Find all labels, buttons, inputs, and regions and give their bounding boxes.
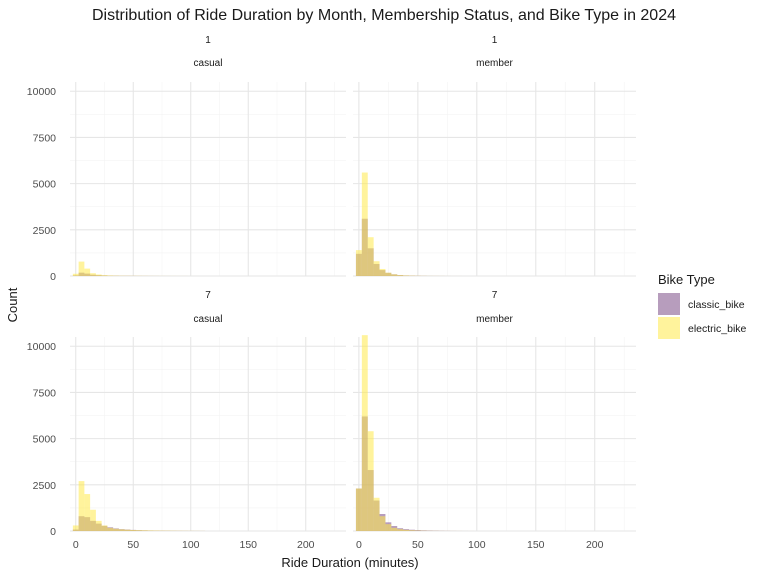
facet-month-7-member: 7 member 0 50 100 150 200	[353, 290, 636, 551]
x-axis-title: Ride Duration (minutes)	[281, 555, 418, 570]
y-tick-label: 2500	[33, 480, 57, 492]
y-tick-label: 7500	[33, 387, 57, 399]
bar-electric-bike	[101, 525, 108, 531]
legend-swatch-classic-bike	[658, 293, 680, 315]
facet-strip-membership: member	[476, 314, 513, 325]
chart-title: Distribution of Ride Duration by Month, …	[92, 7, 676, 24]
x-tick-label: 0	[73, 539, 79, 551]
bar-electric-bike	[379, 268, 386, 276]
bar-electric-bike	[107, 275, 114, 276]
bar-electric-bike	[379, 516, 386, 531]
bar-electric-bike	[367, 237, 374, 276]
bar-electric-bike	[90, 273, 96, 276]
y-axis-title: Count	[5, 287, 20, 322]
x-tick-label: 50	[412, 539, 424, 551]
x-tick-label: 100	[182, 539, 200, 551]
bar-electric-bike	[130, 529, 137, 531]
legend-label-classic-bike: classic_bike	[688, 299, 745, 311]
facet-strip-month: 1	[205, 35, 211, 46]
bar-electric-bike	[397, 529, 404, 531]
bar-electric-bike	[141, 530, 148, 531]
y-tick-label: 10000	[27, 86, 56, 98]
bar-electric-bike	[124, 529, 131, 531]
y-tick-label: 5000	[33, 179, 57, 191]
bar-electric-bike	[355, 488, 362, 531]
y-tick-label: 10000	[27, 341, 56, 353]
y-tick-label: 0	[50, 271, 56, 283]
bar-electric-bike	[72, 525, 79, 531]
legend-title: Bike Type	[658, 272, 715, 287]
bar-electric-bike	[409, 530, 415, 531]
bar-electric-bike	[113, 528, 119, 531]
bar-electric-bike	[373, 261, 380, 276]
bar-electric-bike	[373, 497, 380, 531]
bar-electric-bike	[95, 274, 102, 276]
bar-electric-bike	[118, 529, 125, 531]
bar-electric-bike	[385, 272, 392, 276]
facet-strip-membership: casual	[194, 314, 223, 325]
y-tick-label: 5000	[33, 434, 57, 446]
x-tick-label: 0	[356, 539, 362, 551]
x-tick-label: 150	[239, 539, 257, 551]
bar-electric-bike	[78, 481, 85, 531]
facet-strip-membership: casual	[194, 58, 223, 69]
facet-strip-month: 7	[492, 290, 498, 301]
bar-electric-bike	[136, 530, 142, 531]
bar-electric-bike	[147, 530, 154, 531]
bar-electric-bike	[403, 275, 410, 276]
legend: Bike Type classic_bike electric_bike	[658, 272, 747, 339]
bar-electric-bike	[72, 273, 79, 276]
bar-electric-bike	[107, 527, 114, 531]
bar-electric-bike	[397, 275, 404, 276]
y-tick-label: 0	[50, 526, 56, 538]
facet-strip-membership: member	[476, 58, 513, 69]
bar-electric-bike	[361, 335, 368, 531]
bar-electric-bike	[391, 274, 398, 276]
bar-electric-bike	[355, 250, 362, 276]
bar-electric-bike	[101, 275, 108, 276]
facet-month-1-casual: 1 casual 0 2500 5000 7500 10000	[27, 35, 346, 283]
facet-month-1-member: 1 member	[353, 35, 636, 277]
bar-electric-bike	[84, 268, 91, 276]
bar-electric-bike	[78, 261, 85, 276]
bar-electric-bike	[90, 509, 96, 531]
x-tick-label: 200	[297, 539, 315, 551]
facet-strip-month: 1	[492, 35, 498, 46]
bar-classic-bike	[420, 530, 427, 531]
x-tick-label: 100	[468, 539, 486, 551]
bar-electric-bike	[367, 431, 374, 531]
bar-electric-bike	[391, 527, 398, 531]
bar-electric-bike	[403, 529, 410, 531]
y-tick-label: 7500	[33, 132, 57, 144]
bar-electric-bike	[361, 172, 368, 276]
x-tick-label: 200	[586, 539, 604, 551]
legend-label-electric-bike: electric_bike	[688, 323, 747, 335]
x-tick-label: 150	[527, 539, 545, 551]
bar-electric-bike	[84, 494, 91, 531]
bar-electric-bike	[95, 520, 102, 531]
x-tick-label: 50	[127, 539, 139, 551]
bar-electric-bike	[385, 524, 392, 531]
y-tick-label: 2500	[33, 225, 57, 237]
facet-strip-month: 7	[205, 290, 211, 301]
legend-swatch-electric-bike	[658, 317, 680, 339]
facet-month-7-casual: 7 casual 0 2500 5000 7500 10000 0 50 100 150 200	[27, 290, 346, 551]
